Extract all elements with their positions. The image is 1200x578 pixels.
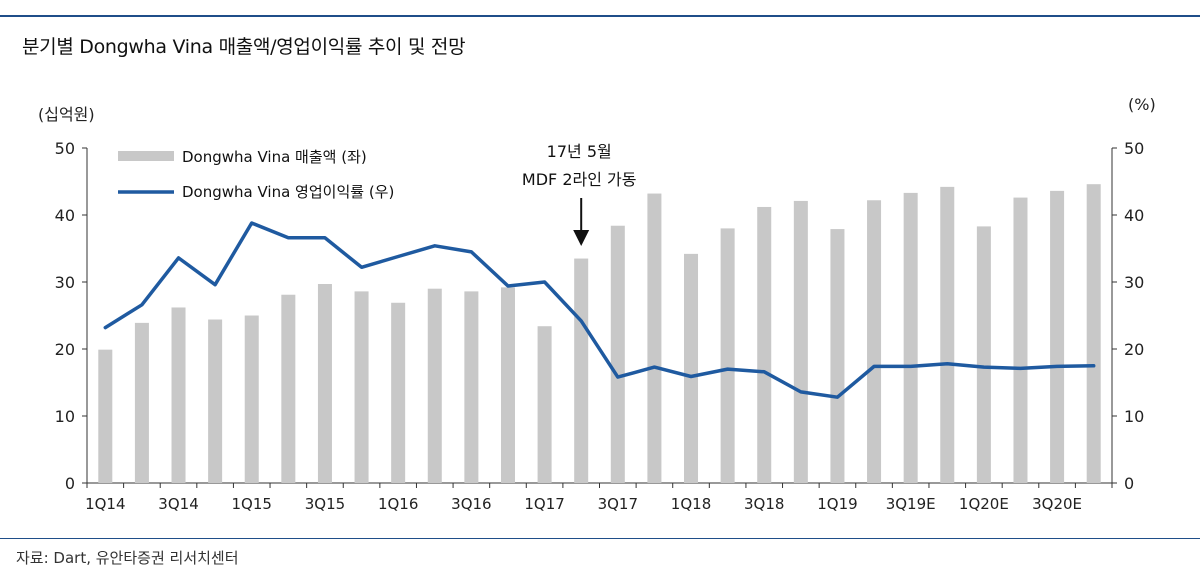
top-rule: [0, 15, 1200, 17]
bottom-rule: [0, 538, 1200, 539]
right-tick-label: 20: [1124, 340, 1144, 359]
bar-1q17: [537, 326, 552, 483]
x-tick-label: 3Q16: [451, 495, 491, 513]
bar-1q20e: [976, 226, 991, 483]
source-note: 자료: Dart, 유안타증권 리서치센터: [16, 549, 239, 567]
legend-bar-swatch: [118, 151, 174, 161]
bar-2q17: [574, 258, 589, 483]
bar-1q16: [391, 302, 406, 483]
bar-4q14: [208, 319, 223, 483]
left-tick-label: 20: [55, 340, 75, 359]
left-tick-label: 30: [55, 273, 75, 292]
bar-2q19: [867, 200, 882, 483]
bar-3q17: [610, 225, 625, 483]
bar-1q15: [244, 315, 259, 483]
x-tick-label: 1Q19: [817, 495, 857, 513]
x-tick-label: 1Q20E: [959, 495, 1009, 513]
bar-1q19: [830, 229, 845, 483]
x-tick-label: 1Q14: [85, 495, 125, 513]
bar-3q15: [317, 284, 332, 483]
bar-4q15: [354, 291, 369, 483]
legend-line-label: Dongwha Vina 영업이익률 (우): [182, 183, 394, 201]
x-tick-label: 3Q17: [598, 495, 638, 513]
bar-4q18: [793, 200, 808, 483]
right-tick-label: 30: [1124, 273, 1144, 292]
margin-line: [103, 221, 1096, 399]
annotation-arrow-head: [573, 230, 590, 246]
x-tick-label: 1Q17: [524, 495, 564, 513]
left-axis-unit: (십억원): [38, 105, 95, 124]
bar-3q18: [757, 206, 772, 483]
bar-1q14: [98, 349, 113, 483]
bar-2q14: [134, 322, 149, 483]
x-tick-label: 3Q19E: [886, 495, 936, 513]
chart-title: 분기별 Dongwha Vina 매출액/영업이익률 추이 및 전망: [22, 36, 466, 58]
bar-3q20e: [1050, 190, 1065, 483]
bar-3q16: [464, 291, 479, 483]
bar-2q20e: [1013, 197, 1028, 483]
left-tick-label: 50: [55, 139, 75, 158]
left-tick-label: 10: [55, 407, 75, 426]
bar-2q18: [720, 228, 735, 483]
x-tick-label: 1Q18: [671, 495, 711, 513]
right-tick-label: 50: [1124, 139, 1144, 158]
bar-2q15: [281, 294, 296, 483]
right-tick-label: 40: [1124, 206, 1144, 225]
bar-4q16: [500, 287, 515, 483]
bar-1q18: [684, 253, 699, 483]
annotation-line2: MDF 2라인 가동: [522, 170, 637, 189]
bar-2q16: [427, 288, 442, 483]
x-tick-label: 3Q20E: [1032, 495, 1082, 513]
left-tick-label: 0: [65, 474, 75, 493]
bar-4q19e: [940, 186, 955, 484]
x-tick-label: 1Q16: [378, 495, 418, 513]
annotation-line1: 17년 5월: [547, 142, 612, 161]
left-tick-label: 40: [55, 206, 75, 225]
bar-4q17: [647, 193, 662, 483]
bar-3q19e: [903, 192, 918, 483]
x-tick-label: 3Q18: [744, 495, 784, 513]
x-tick-label: 3Q14: [158, 495, 198, 513]
right-tick-label: 10: [1124, 407, 1144, 426]
x-tick-label: 3Q15: [305, 495, 345, 513]
right-tick-label: 0: [1124, 474, 1134, 493]
x-tick-label: 1Q15: [232, 495, 272, 513]
bar-3q14: [171, 307, 186, 483]
bar-4q20e: [1086, 184, 1101, 483]
legend-bar-label: Dongwha Vina 매출액 (좌): [182, 148, 367, 166]
right-axis-unit: (%): [1128, 95, 1156, 114]
